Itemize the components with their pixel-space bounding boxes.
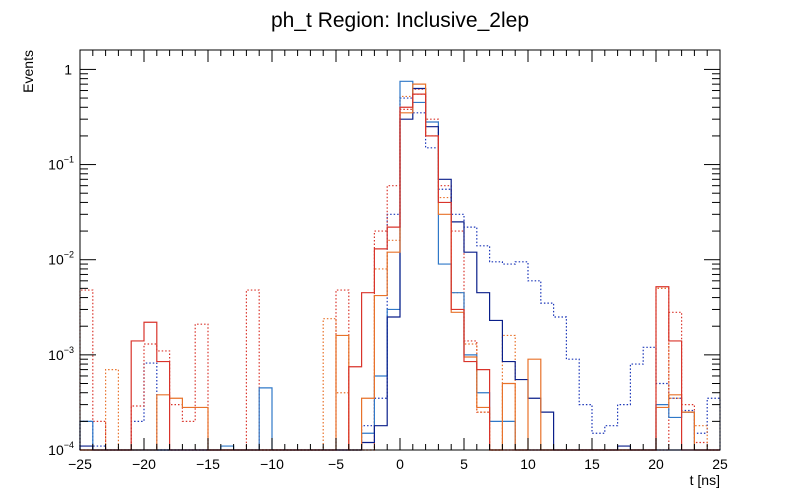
- x-tick-label: 15: [584, 456, 600, 472]
- chart-title: ph_t Region: Inclusive_2lep: [271, 9, 529, 32]
- y-tick-label: 10−3: [48, 345, 74, 363]
- y-tick-label: 10−1: [48, 155, 74, 173]
- x-tick-label: 0: [396, 456, 404, 472]
- x-tick-label: −20: [132, 456, 156, 472]
- y-tick-label: 1: [64, 61, 72, 77]
- y-tick-label: 10−4: [48, 440, 74, 458]
- x-tick-label: −10: [260, 456, 284, 472]
- x-tick-label: 25: [712, 456, 728, 472]
- x-tick-label: −25: [68, 456, 92, 472]
- x-tick-label: −5: [328, 456, 344, 472]
- axis-layer: −25 −20 −15 −10 −5 0 5 10 15 20 25 10−4 10−3 10−2 10−1…: [48, 50, 728, 472]
- x-tick-label: 5: [460, 456, 468, 472]
- x-axis-label: t [ns]: [690, 472, 720, 488]
- y-axis-label: Events: [20, 50, 36, 93]
- x-tick-label: 10: [520, 456, 536, 472]
- series-line-dotted-red: [79, 88, 720, 451]
- y-tick-label: 10−2: [48, 250, 74, 268]
- x-tick-label: 20: [648, 456, 664, 472]
- x-tick-label: −15: [196, 456, 220, 472]
